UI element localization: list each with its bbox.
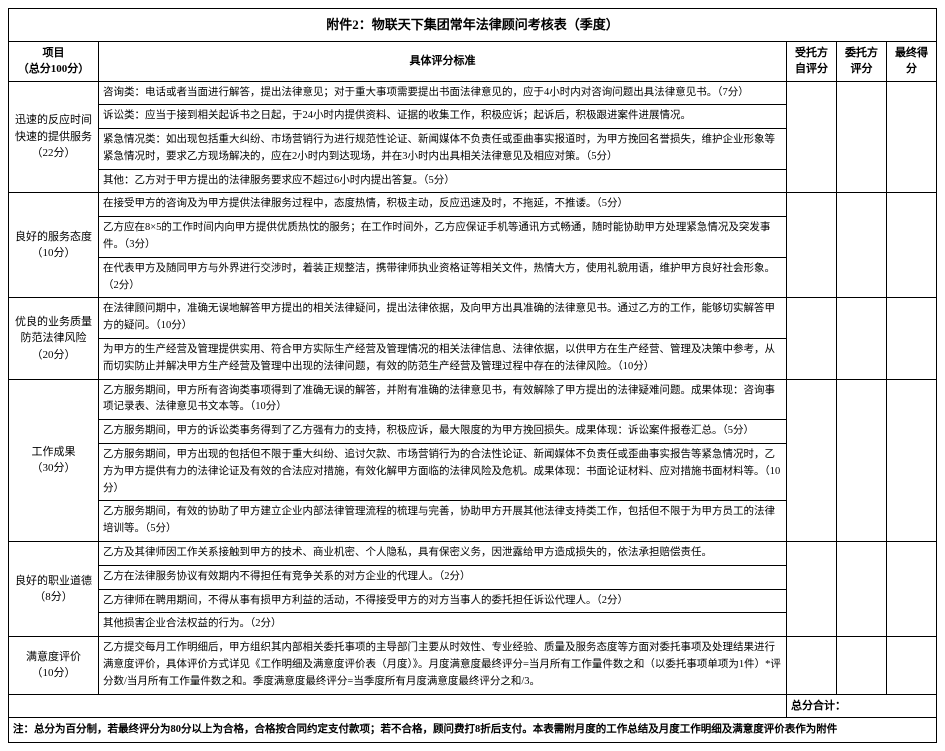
title-row: 附件2：物联天下集团常年法律顾问考核表（季度） (9, 9, 937, 42)
header-row: 项目 （总分100分） 具体评分标准 受托方自评分 委托方评分 最终得分 (9, 41, 937, 81)
final-score-cell[interactable] (886, 81, 936, 193)
category-name: 迅速的反应时间快速的提供服务 (15, 114, 92, 143)
criteria-cell: 乙方在法律服务协议有效期内不得担任有竞争关系的对方企业的代理人。（2分） (99, 565, 787, 589)
self-score-cell[interactable] (786, 379, 836, 541)
criteria-cell: 在接受甲方的咨询及为甲方提供法律服务过程中，态度热情，积极主动，反应迅速及时，不… (99, 193, 787, 217)
final-score-cell[interactable] (886, 298, 936, 379)
criteria-cell: 诉讼类：应当于接到相关起诉书之日起，于24小时内提供资料、证据的收集工作，积极应… (99, 105, 787, 129)
criteria-cell: 在法律顾问期中，准确无误地解答甲方提出的相关法律疑问，提出法律依据，及向甲方出具… (99, 298, 787, 339)
self-score-cell[interactable] (786, 81, 836, 193)
category-points: （10分） (32, 247, 76, 259)
table-row: 满意度评价 （10分） 乙方提交每月工作明细后，甲方组织其内部相关委托事项的主导… (9, 637, 937, 694)
category-name: 工作成果 (32, 446, 76, 458)
self-score-cell[interactable] (786, 298, 836, 379)
header-final-score: 最终得分 (886, 41, 936, 81)
client-score-cell[interactable] (836, 637, 886, 694)
category-points: （10分） (32, 667, 76, 679)
table-title: 附件2：物联天下集团常年法律顾问考核表（季度） (9, 9, 937, 42)
criteria-cell: 紧急情况类：如出现包括重大纠纷、市场营销行为进行规范性论证、新闻媒体不负责任或歪… (99, 129, 787, 170)
category-points: （20分） (32, 349, 76, 361)
table-row: 良好的职业道德 （8分） 乙方及其律师因工作关系接触到甲方的技术、商业机密、个人… (9, 542, 937, 566)
evaluation-table: 附件2：物联天下集团常年法律顾问考核表（季度） 项目 （总分100分） 具体评分… (8, 8, 937, 743)
table-row: 工作成果 （30分） 乙方服务期间，甲方所有咨询类事项得到了准确无误的解答，并附… (9, 379, 937, 420)
criteria-cell: 乙方及其律师因工作关系接触到甲方的技术、商业机密、个人隐私，具有保密义务，因泄露… (99, 542, 787, 566)
total-row: 总分合计： (9, 694, 937, 718)
header-criteria: 具体评分标准 (99, 41, 787, 81)
category-name: 良好的服务态度 (15, 231, 92, 243)
self-score-cell[interactable] (786, 542, 836, 637)
header-category-label: 项目 (43, 47, 65, 59)
header-category: 项目 （总分100分） (9, 41, 99, 81)
criteria-cell: 咨询类：电话或者当面进行解答，提出法律意见；对于重大事项需要提出书面法律意见的，… (99, 81, 787, 105)
table-row: 迅速的反应时间快速的提供服务 （22分） 咨询类：电话或者当面进行解答，提出法律… (9, 81, 937, 105)
self-score-cell[interactable] (786, 637, 836, 694)
final-score-cell[interactable] (886, 379, 936, 541)
header-self-score: 受托方自评分 (786, 41, 836, 81)
category-cell: 工作成果 （30分） (9, 379, 99, 541)
category-name: 满意度评价 (26, 651, 81, 663)
client-score-cell[interactable] (836, 379, 886, 541)
category-points: （22分） (32, 147, 76, 159)
category-cell: 良好的服务态度 （10分） (9, 193, 99, 298)
category-cell: 迅速的反应时间快速的提供服务 （22分） (9, 81, 99, 193)
client-score-cell[interactable] (836, 542, 886, 637)
criteria-cell: 其他：乙方对于甲方提出的法律服务要求应不超过6小时内提出答复。（5分） (99, 169, 787, 193)
header-category-sub: （总分100分） (18, 63, 90, 75)
category-cell: 良好的职业道德 （8分） (9, 542, 99, 637)
header-client-score: 委托方评分 (836, 41, 886, 81)
final-score-cell[interactable] (886, 637, 936, 694)
criteria-cell: 乙方服务期间，甲方的诉讼类事务得到了乙方强有力的支持，积极应诉，最大限度的为甲方… (99, 420, 787, 444)
category-cell: 满意度评价 （10分） (9, 637, 99, 694)
final-score-cell[interactable] (886, 542, 936, 637)
category-name: 良好的职业道德 (15, 575, 92, 587)
criteria-cell: 乙方服务期间，甲方出现的包括但不限于重大纠纷、追讨欠款、市场营销行为的合法性论证… (99, 444, 787, 501)
criteria-cell: 乙方应在8×5的工作时间内向甲方提供优质热忱的服务；在工作时间外，乙方应保证手机… (99, 217, 787, 258)
criteria-cell: 为甲方的生产经营及管理提供实用、符合甲方实际生产经营及管理情况的相关法律信息、法… (99, 339, 787, 380)
table-row: 良好的服务态度 （10分） 在接受甲方的咨询及为甲方提供法律服务过程中，态度热情… (9, 193, 937, 217)
criteria-cell: 乙方提交每月工作明细后，甲方组织其内部相关委托事项的主导部门主要从时效性、专业经… (99, 637, 787, 694)
category-points: （30分） (32, 462, 76, 474)
criteria-cell: 乙方服务期间，甲方所有咨询类事项得到了准确无误的解答，并附有准确的法律意见书，有… (99, 379, 787, 420)
total-label: 总分合计： (786, 694, 936, 718)
total-label-cell (9, 694, 787, 718)
category-cell: 优良的业务质量防范法律风险 （20分） (9, 298, 99, 379)
criteria-cell: 在代表甲方及随同甲方与外界进行交涉时，着装正规整洁，携带律师执业资格证等相关文件… (99, 257, 787, 298)
client-score-cell[interactable] (836, 193, 886, 298)
criteria-cell: 乙方服务期间，有效的协助了甲方建立企业内部法律管理流程的梳理与完善，协助甲方开展… (99, 501, 787, 542)
category-points: （8分） (34, 591, 73, 603)
client-score-cell[interactable] (836, 298, 886, 379)
criteria-cell: 其他损害企业合法权益的行为。（2分） (99, 613, 787, 637)
category-name: 优良的业务质量防范法律风险 (15, 316, 92, 345)
client-score-cell[interactable] (836, 81, 886, 193)
final-score-cell[interactable] (886, 193, 936, 298)
table-row: 优良的业务质量防范法律风险 （20分） 在法律顾问期中，准确无误地解答甲方提出的… (9, 298, 937, 339)
note-row: 注：总分为百分制，若最终评分为80分以上为合格，合格按合同约定支付款项；若不合格… (9, 718, 937, 743)
self-score-cell[interactable] (786, 193, 836, 298)
criteria-cell: 乙方律师在聘用期间，不得从事有损甲方利益的活动，不得接受甲方的对方当事人的委托担… (99, 589, 787, 613)
note-text: 注：总分为百分制，若最终评分为80分以上为合格，合格按合同约定支付款项；若不合格… (9, 718, 937, 743)
